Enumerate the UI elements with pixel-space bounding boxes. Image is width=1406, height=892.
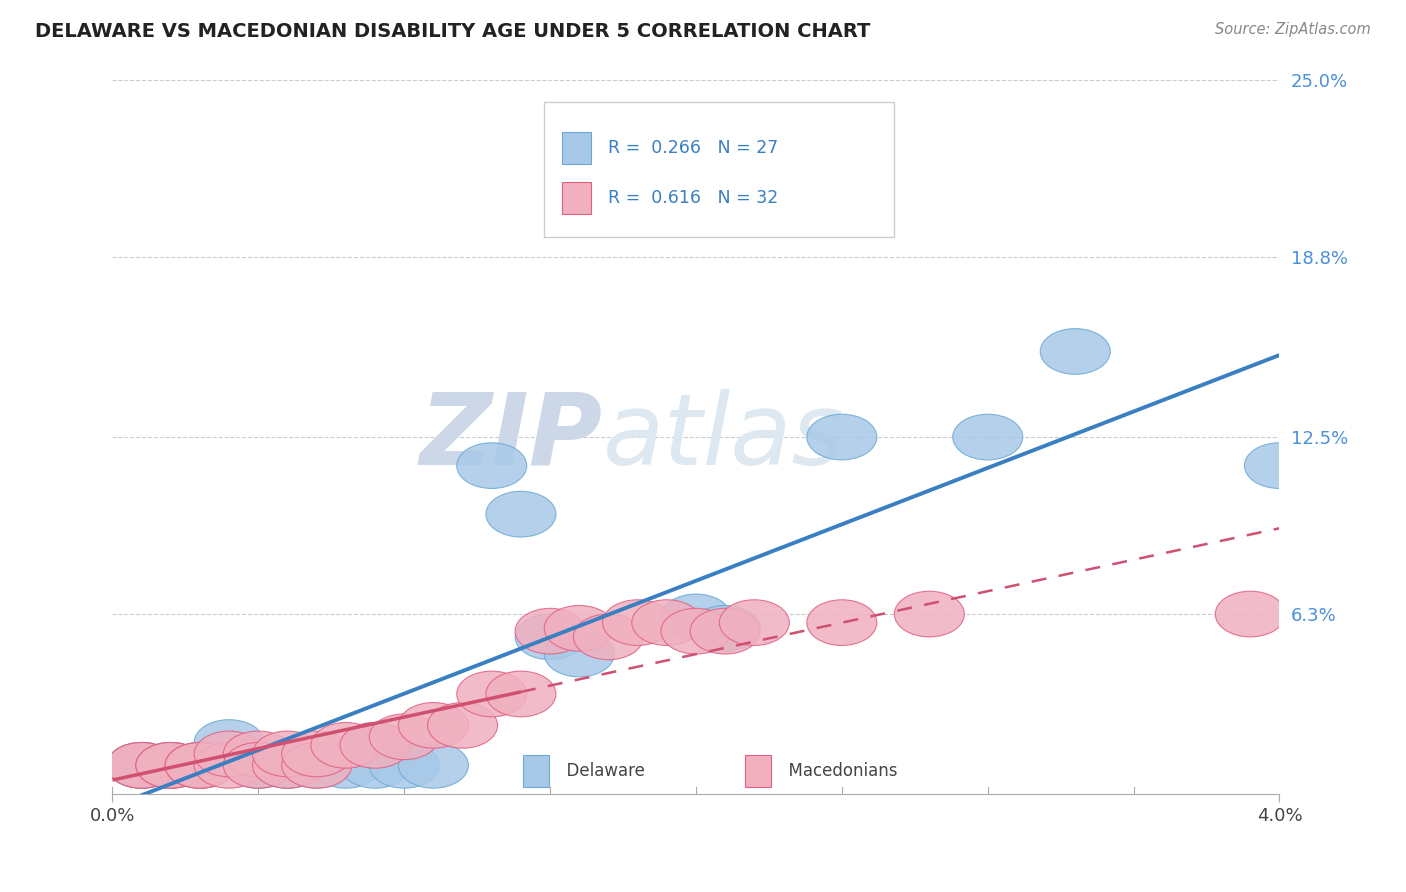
- Ellipse shape: [281, 731, 352, 777]
- Ellipse shape: [311, 742, 381, 789]
- Ellipse shape: [603, 599, 672, 646]
- Text: ZIP: ZIP: [419, 389, 603, 485]
- Ellipse shape: [690, 608, 761, 654]
- Ellipse shape: [136, 742, 205, 789]
- Ellipse shape: [427, 703, 498, 748]
- Ellipse shape: [661, 594, 731, 640]
- Ellipse shape: [340, 742, 411, 789]
- Ellipse shape: [720, 599, 789, 646]
- Ellipse shape: [690, 606, 761, 651]
- Ellipse shape: [457, 671, 527, 717]
- FancyBboxPatch shape: [544, 102, 894, 237]
- Ellipse shape: [107, 742, 177, 789]
- Text: atlas: atlas: [603, 389, 844, 485]
- Ellipse shape: [544, 606, 614, 651]
- FancyBboxPatch shape: [562, 132, 591, 164]
- Ellipse shape: [253, 742, 322, 789]
- Ellipse shape: [398, 703, 468, 748]
- Ellipse shape: [253, 742, 322, 789]
- Ellipse shape: [953, 414, 1022, 460]
- Ellipse shape: [311, 723, 381, 768]
- Ellipse shape: [281, 742, 352, 789]
- Ellipse shape: [194, 742, 264, 789]
- Ellipse shape: [281, 742, 352, 789]
- Ellipse shape: [224, 742, 294, 789]
- Ellipse shape: [165, 742, 235, 789]
- Ellipse shape: [1040, 328, 1111, 375]
- Ellipse shape: [574, 614, 644, 660]
- Ellipse shape: [136, 742, 205, 789]
- Ellipse shape: [894, 591, 965, 637]
- Ellipse shape: [107, 742, 177, 789]
- Ellipse shape: [1215, 591, 1285, 637]
- Ellipse shape: [515, 614, 585, 660]
- Ellipse shape: [661, 608, 731, 654]
- Text: Delaware: Delaware: [555, 762, 645, 780]
- Text: Source: ZipAtlas.com: Source: ZipAtlas.com: [1215, 22, 1371, 37]
- Text: R =  0.266   N = 27: R = 0.266 N = 27: [609, 139, 779, 157]
- Ellipse shape: [194, 731, 264, 777]
- Ellipse shape: [370, 742, 439, 789]
- Ellipse shape: [340, 723, 411, 768]
- Ellipse shape: [544, 632, 614, 677]
- Ellipse shape: [486, 671, 555, 717]
- Ellipse shape: [398, 742, 468, 789]
- Text: R =  0.616   N = 32: R = 0.616 N = 32: [609, 189, 779, 207]
- FancyBboxPatch shape: [523, 756, 548, 787]
- Text: Macedonians: Macedonians: [778, 762, 897, 780]
- Ellipse shape: [107, 742, 177, 789]
- FancyBboxPatch shape: [562, 182, 591, 214]
- Ellipse shape: [457, 442, 527, 489]
- Ellipse shape: [253, 742, 322, 789]
- Ellipse shape: [1244, 442, 1315, 489]
- Ellipse shape: [224, 731, 294, 777]
- Ellipse shape: [515, 608, 585, 654]
- Ellipse shape: [253, 731, 322, 777]
- Ellipse shape: [165, 742, 235, 789]
- Ellipse shape: [807, 599, 877, 646]
- Text: DELAWARE VS MACEDONIAN DISABILITY AGE UNDER 5 CORRELATION CHART: DELAWARE VS MACEDONIAN DISABILITY AGE UN…: [35, 22, 870, 41]
- Ellipse shape: [224, 742, 294, 789]
- Ellipse shape: [194, 720, 264, 765]
- Ellipse shape: [136, 742, 205, 789]
- Ellipse shape: [165, 742, 235, 789]
- Ellipse shape: [107, 742, 177, 789]
- Ellipse shape: [807, 414, 877, 460]
- Ellipse shape: [165, 742, 235, 789]
- FancyBboxPatch shape: [745, 756, 770, 787]
- Ellipse shape: [340, 723, 411, 768]
- Ellipse shape: [136, 742, 205, 789]
- Ellipse shape: [486, 491, 555, 537]
- Ellipse shape: [370, 714, 439, 760]
- Ellipse shape: [631, 599, 702, 646]
- Ellipse shape: [224, 742, 294, 789]
